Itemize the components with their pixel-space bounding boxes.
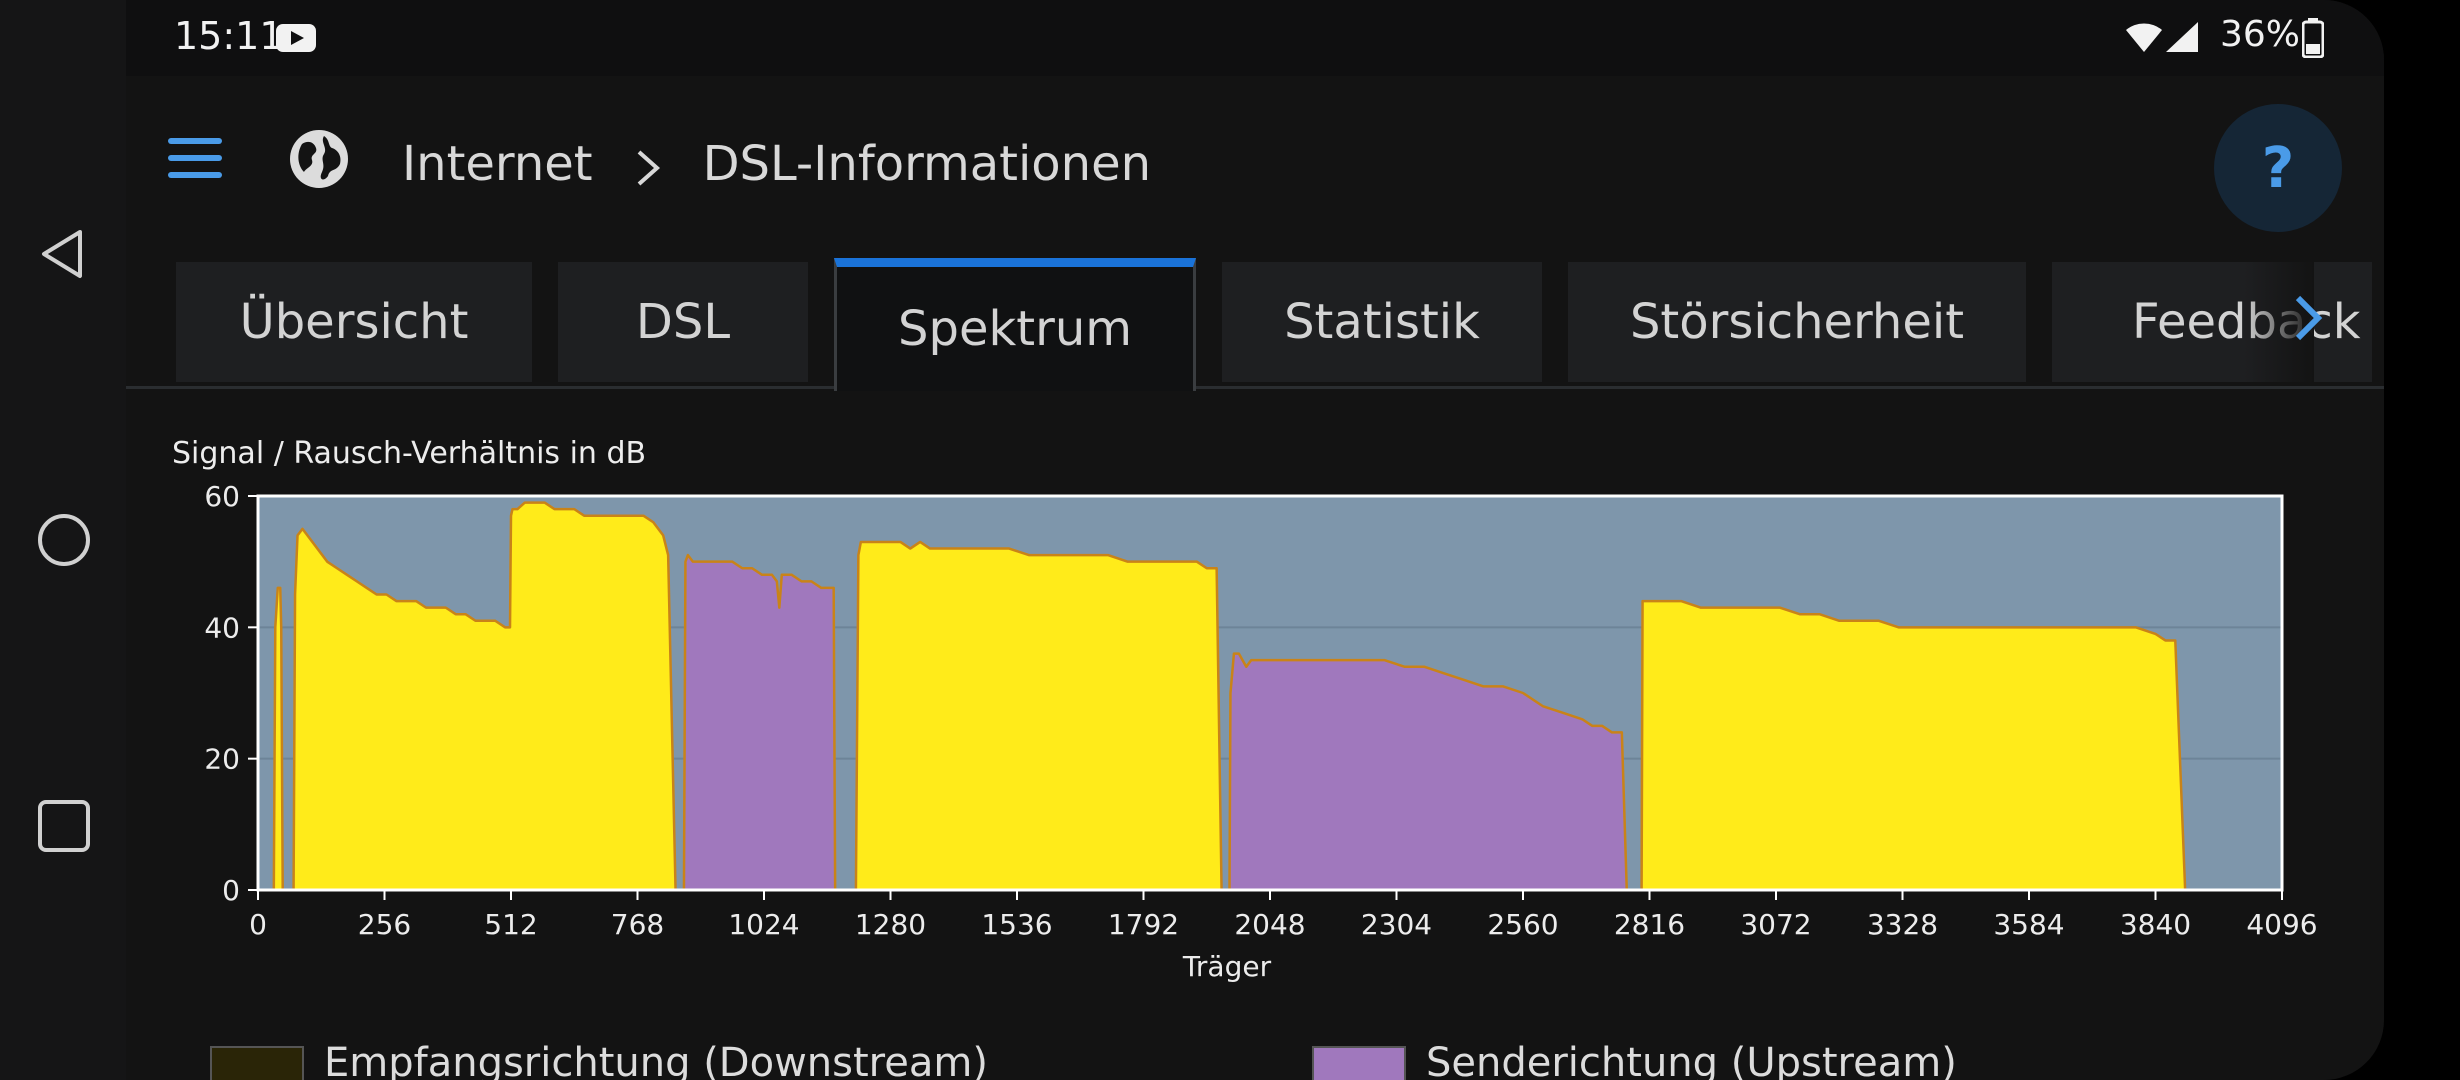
recents-icon[interactable] — [34, 796, 94, 856]
x-tick-label: 3840 — [2120, 908, 2191, 941]
chart-title: Signal / Rausch-Verhältnis in dB — [172, 436, 647, 471]
y-tick-label: 20 — [204, 743, 240, 776]
x-tick-label: 3328 — [1867, 908, 1938, 941]
x-tick-label: 256 — [358, 908, 411, 941]
battery-percentage: 36% — [2220, 14, 2301, 55]
upstream-area-0 — [682, 553, 839, 892]
tab-dsl[interactable]: DSL — [558, 262, 808, 382]
tab-bar: Übersicht DSL Spektrum Statistik Störsic… — [126, 258, 2384, 391]
y-tick-label: 60 — [204, 480, 240, 513]
x-tick-label: 1792 — [1108, 908, 1179, 941]
snr-spectrum-chart: 0 256 512 768 1024 1280 1536 1792 2048 2304 2560 28… — [204, 480, 2317, 983]
y-tick-label: 40 — [204, 611, 240, 644]
x-tick-label: 512 — [484, 908, 537, 941]
x-tick-label: 3584 — [1993, 908, 2064, 941]
x-tick-label: 768 — [611, 908, 664, 941]
tab-feedback[interactable]: Feedback — [2052, 262, 2372, 382]
legend-swatch-downstream — [210, 1046, 304, 1080]
signal-icon — [2164, 20, 2200, 58]
x-tick-label: 2304 — [1361, 908, 1432, 941]
x-tick-label: 1024 — [728, 908, 799, 941]
breadcrumb-dsl-informationen: DSL-Informationen — [702, 136, 1152, 192]
upstream-area-1 — [1228, 652, 1631, 892]
x-tick-label: 4096 — [2246, 908, 2317, 941]
app-header: Internet DSL-Informationen ? — [126, 76, 2384, 252]
back-icon[interactable] — [34, 224, 94, 284]
help-icon[interactable]: ? — [2214, 104, 2342, 232]
downstream-area-1 — [292, 501, 680, 892]
downstream-area-2 — [854, 540, 1226, 892]
x-tick-label: 2816 — [1614, 908, 1685, 941]
globe-icon — [288, 128, 350, 190]
menu-icon[interactable] — [168, 136, 222, 180]
x-tick-label: 0 — [249, 908, 267, 941]
tab-spektrum[interactable]: Spektrum — [834, 258, 1196, 391]
x-tick-label: 1280 — [855, 908, 926, 941]
x-tick-label: 3072 — [1740, 908, 1811, 941]
downstream-area-3 — [1640, 599, 2189, 892]
chevron-right-icon[interactable] — [2286, 288, 2332, 348]
x-axis-title: Träger — [1182, 950, 1272, 983]
status-bar: 15:11 36% — [126, 0, 2384, 76]
tab-statistik[interactable]: Statistik — [1222, 262, 1542, 382]
x-tick-label: 2560 — [1487, 908, 1558, 941]
tab-uebersicht[interactable]: Übersicht — [176, 262, 532, 382]
x-tick-label: 1536 — [981, 908, 1052, 941]
chevron-right-icon — [631, 144, 665, 186]
legend-label-upstream: Senderichtung (Upstream) — [1426, 1040, 1957, 1080]
battery-icon — [2301, 18, 2325, 62]
breadcrumb: Internet DSL-Informationen — [402, 136, 1151, 192]
home-icon[interactable] — [34, 510, 94, 570]
app-window: 15:11 36% Internet DSL-Informationen ? — [126, 0, 2384, 1080]
system-nav-bar — [0, 0, 126, 1080]
legend-label-downstream: Empfangsrichtung (Downstream) — [324, 1040, 988, 1080]
x-tick-label: 2048 — [1234, 908, 1305, 941]
breadcrumb-internet[interactable]: Internet — [402, 136, 593, 192]
status-time: 15:11 — [174, 14, 284, 58]
legend-swatch-upstream — [1312, 1046, 1406, 1080]
tab-stoersicherheit[interactable]: Störsicherheit — [1568, 262, 2026, 382]
y-tick-label: 0 — [222, 874, 240, 907]
youtube-icon — [276, 24, 316, 52]
wifi-icon — [2124, 18, 2164, 58]
tab-overflow-fade — [2244, 262, 2314, 382]
